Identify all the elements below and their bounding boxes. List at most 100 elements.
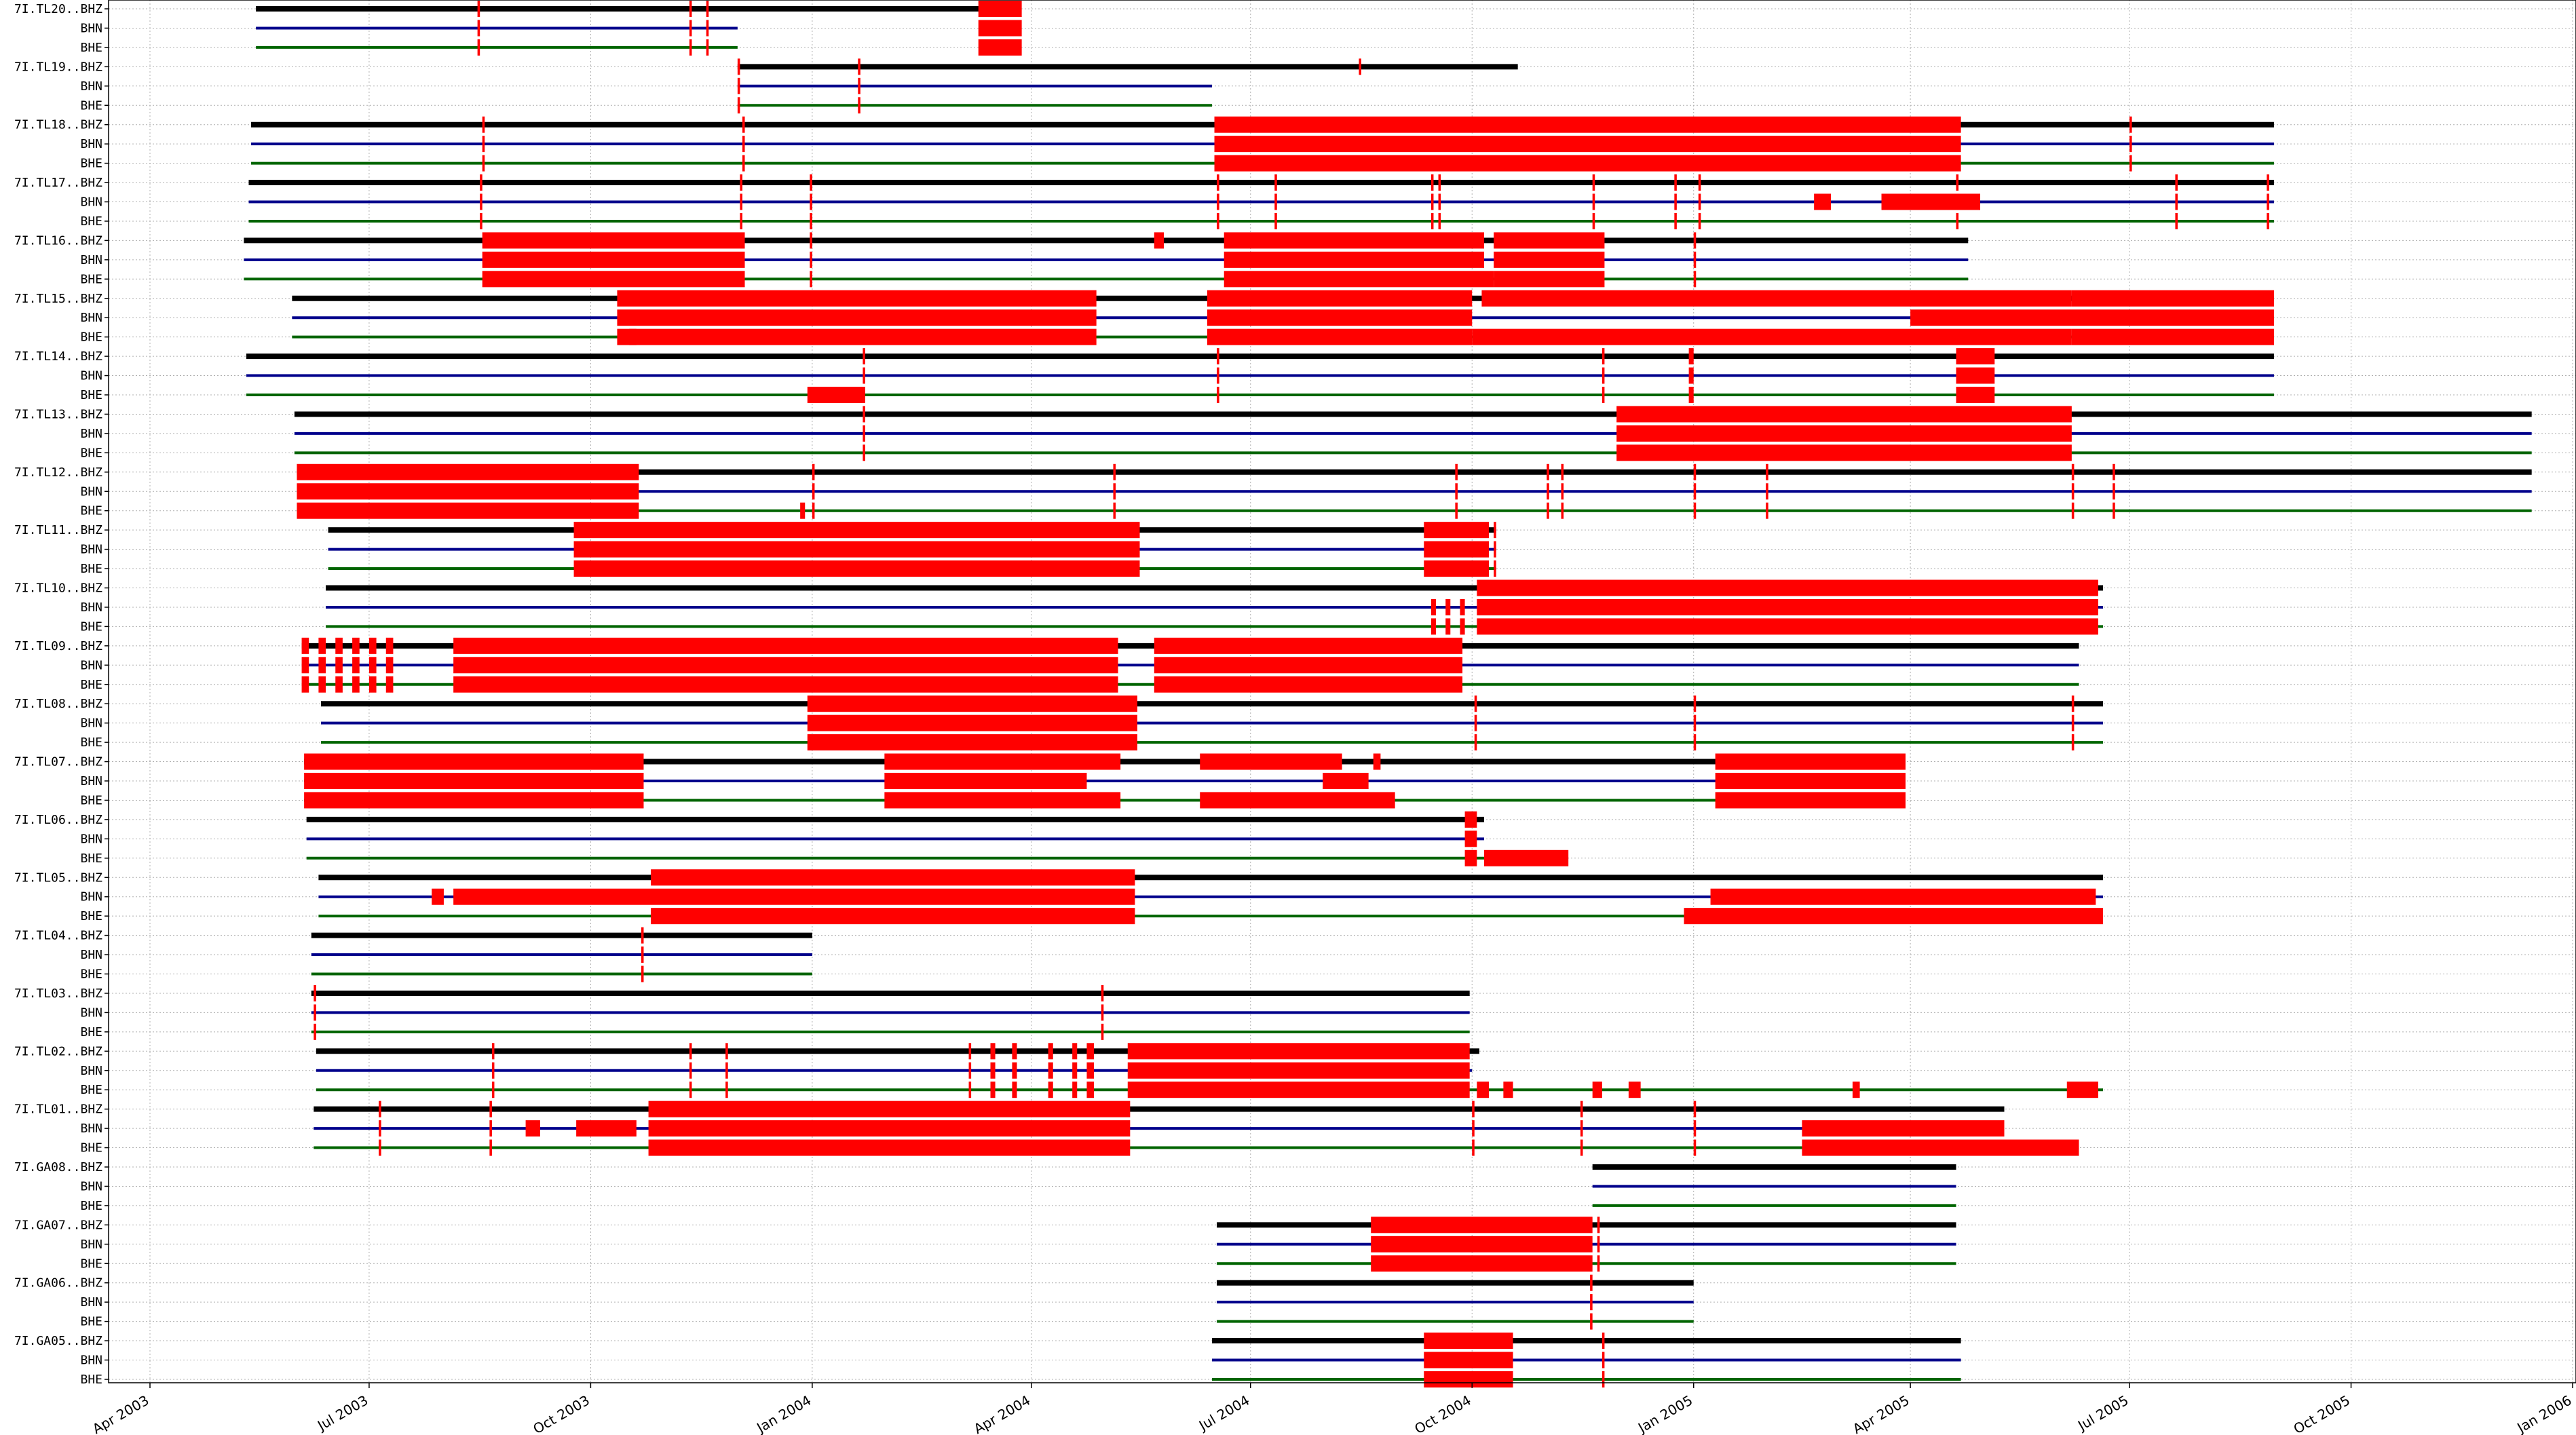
gap-marker — [858, 77, 860, 94]
gap-marker — [573, 522, 1140, 539]
gap-marker — [858, 97, 860, 114]
channel-label: 7I.TL08..BHZ — [14, 697, 102, 711]
channel-label: BHE — [80, 1141, 102, 1155]
gap-marker — [1113, 463, 1116, 480]
channel-label: BHN — [80, 890, 102, 904]
gap-marker — [1200, 792, 1395, 809]
gap-marker — [807, 387, 865, 403]
gap-marker — [1217, 387, 1219, 403]
gap-marker — [1956, 212, 1959, 229]
gap-marker — [482, 136, 485, 153]
gap-marker — [1494, 271, 1605, 288]
gap-marker — [1693, 502, 1697, 519]
channel-label: 7I.TL07..BHZ — [14, 755, 102, 769]
gap-marker — [1101, 1023, 1104, 1040]
channel-label: BHN — [80, 948, 102, 962]
channel-label: BHE — [80, 98, 102, 113]
gap-marker — [1477, 1082, 1490, 1098]
gap-marker — [1424, 560, 1490, 577]
gap-marker — [1217, 174, 1219, 191]
gap-marker — [1371, 1236, 1593, 1252]
gap-marker — [1012, 1082, 1017, 1098]
gap-markers — [297, 1, 2274, 1388]
gap-marker — [1494, 522, 1496, 539]
gap-marker — [525, 1120, 540, 1137]
gap-marker — [297, 463, 639, 480]
gap-marker — [1698, 193, 1701, 210]
gap-marker — [1431, 193, 1434, 210]
gap-marker — [576, 1120, 637, 1137]
gap-marker — [1464, 849, 1477, 866]
gap-marker — [1472, 1120, 1475, 1137]
channel-label: 7I.TL16..BHZ — [14, 233, 102, 248]
channel-label: BHE — [80, 41, 102, 55]
gap-marker — [1481, 290, 2072, 307]
gap-marker — [1371, 1217, 1593, 1233]
gap-marker — [2129, 116, 2132, 133]
gap-marker — [884, 792, 1121, 809]
gap-marker — [1477, 618, 2098, 635]
gap-marker — [480, 212, 482, 229]
gap-marker — [858, 58, 860, 75]
channel-label: 7I.TL06..BHZ — [14, 813, 102, 827]
gap-marker — [706, 39, 709, 56]
gap-marker — [1460, 618, 1465, 635]
gap-marker — [297, 483, 639, 500]
gap-marker — [2071, 483, 2075, 500]
gap-marker — [2267, 193, 2269, 210]
gap-marker — [297, 502, 639, 519]
gap-marker — [810, 232, 812, 249]
gap-marker — [491, 1043, 495, 1060]
gap-marker — [1048, 1062, 1053, 1079]
channel-label: BHN — [80, 1122, 102, 1136]
gap-marker — [1127, 1043, 1470, 1060]
gap-marker — [1684, 908, 2104, 925]
channel-label: 7I.GA05..BHZ — [14, 1334, 102, 1348]
channel-label: BHN — [80, 716, 102, 731]
gap-marker — [432, 888, 444, 905]
channel-label: 7I.GA07..BHZ — [14, 1218, 102, 1232]
gap-marker — [1274, 193, 1277, 210]
gap-marker — [1693, 695, 1697, 712]
gap-marker — [385, 637, 394, 654]
gap-marker — [1424, 1333, 1513, 1350]
gap-marker — [480, 193, 482, 210]
channel-label: BHE — [80, 909, 102, 923]
gap-marker — [1561, 483, 1564, 500]
gap-marker — [742, 155, 745, 172]
gap-marker — [1472, 1139, 1475, 1156]
gap-marker — [737, 97, 740, 114]
gap-marker — [368, 637, 377, 654]
gap-marker — [477, 1, 480, 17]
channel-label: 7I.TL13..BHZ — [14, 407, 102, 421]
gap-marker — [489, 1139, 492, 1156]
gap-marker — [1590, 1274, 1593, 1291]
gap-marker — [1693, 1120, 1697, 1137]
channel-label: BHE — [80, 214, 102, 229]
gap-marker — [1445, 598, 1451, 615]
channel-label: BHE — [80, 793, 102, 807]
channel-label: BHN — [80, 427, 102, 441]
gap-marker — [863, 444, 865, 461]
gap-marker — [1474, 714, 1477, 731]
gap-marker — [1693, 1101, 1697, 1117]
gap-marker — [491, 1082, 495, 1098]
channel-label: 7I.TL15..BHZ — [14, 292, 102, 306]
gap-marker — [1710, 888, 2096, 905]
gap-marker — [740, 193, 742, 210]
gap-marker — [1693, 271, 1697, 288]
gap-marker — [1431, 598, 1437, 615]
gap-marker — [1852, 1082, 1860, 1098]
gap-marker — [453, 676, 1118, 693]
gap-marker — [1698, 212, 1701, 229]
gap-marker — [1693, 1139, 1697, 1156]
gap-marker — [2113, 502, 2115, 519]
gap-marker — [2113, 483, 2115, 500]
channel-label: BHN — [80, 369, 102, 383]
gap-marker — [1455, 483, 1458, 500]
gap-marker — [1274, 174, 1277, 191]
gap-marker — [1217, 193, 1219, 210]
gap-marker — [1086, 1062, 1095, 1079]
gap-marker — [304, 753, 644, 770]
gap-marker — [1207, 309, 1473, 326]
